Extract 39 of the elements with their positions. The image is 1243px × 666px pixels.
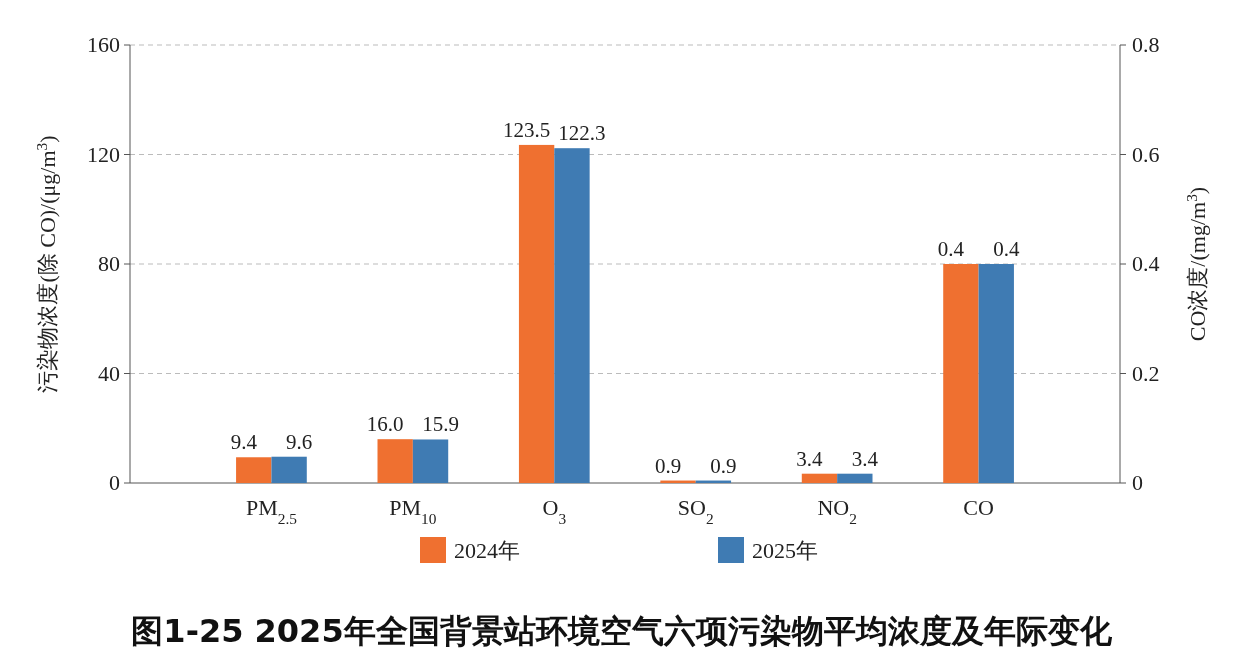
data-label: 9.6: [285, 429, 313, 454]
bar: [801, 473, 838, 483]
x-tick-label: NO$_{2}$: [817, 495, 857, 527]
y-tick-label: 80: [98, 251, 120, 276]
data-label: 123.5: [502, 117, 551, 142]
x-tick-label: SO$_{2}$: [677, 495, 714, 527]
bar: [554, 148, 590, 483]
data-label: 15.9: [422, 412, 459, 437]
data-label: 122.3: [558, 121, 606, 146]
bar: [236, 457, 272, 483]
data-label: 16.0: [366, 412, 404, 437]
x-tick-label: O$_{3}$: [542, 495, 567, 527]
y-tick-label: 40: [98, 360, 120, 386]
y2-tick-label: 0: [1132, 470, 1143, 495]
text: 图1-25 2025年全国背景站环境空气六项污染物平均浓度及年际变化: [131, 612, 1113, 650]
bar: [837, 473, 873, 483]
bar: [412, 439, 449, 483]
y2-tick-label: 0.2: [1132, 360, 1160, 386]
data-label: 0.4: [993, 237, 1020, 261]
bar: [377, 439, 413, 483]
data-label: 0.9: [710, 453, 737, 478]
data-label: 3.4: [796, 446, 824, 471]
y-tick-label: 120: [87, 141, 120, 167]
x-tick-label: PM$_{2.5}$: [245, 495, 298, 527]
data-label: 0.4: [937, 237, 965, 261]
y-tick-label: 0: [109, 470, 120, 495]
bar: [518, 144, 555, 483]
y2-tick-label: 0.8: [1132, 32, 1160, 57]
y-tick-label: 160: [87, 32, 120, 57]
data-label: 3.4: [851, 446, 879, 471]
bar: [271, 456, 307, 483]
x-tick-label: PM$_{10}$: [389, 495, 437, 527]
x-tick-label: CO: [963, 495, 994, 520]
data-label: 0.9: [654, 453, 682, 478]
data-label: 9.4: [230, 430, 258, 455]
y2-tick-label: 0.4: [1132, 251, 1160, 276]
y2-tick-label: 0.6: [1132, 141, 1160, 167]
legend-label: 2024年: [454, 538, 520, 563]
legend-label: 2025年: [752, 538, 818, 563]
